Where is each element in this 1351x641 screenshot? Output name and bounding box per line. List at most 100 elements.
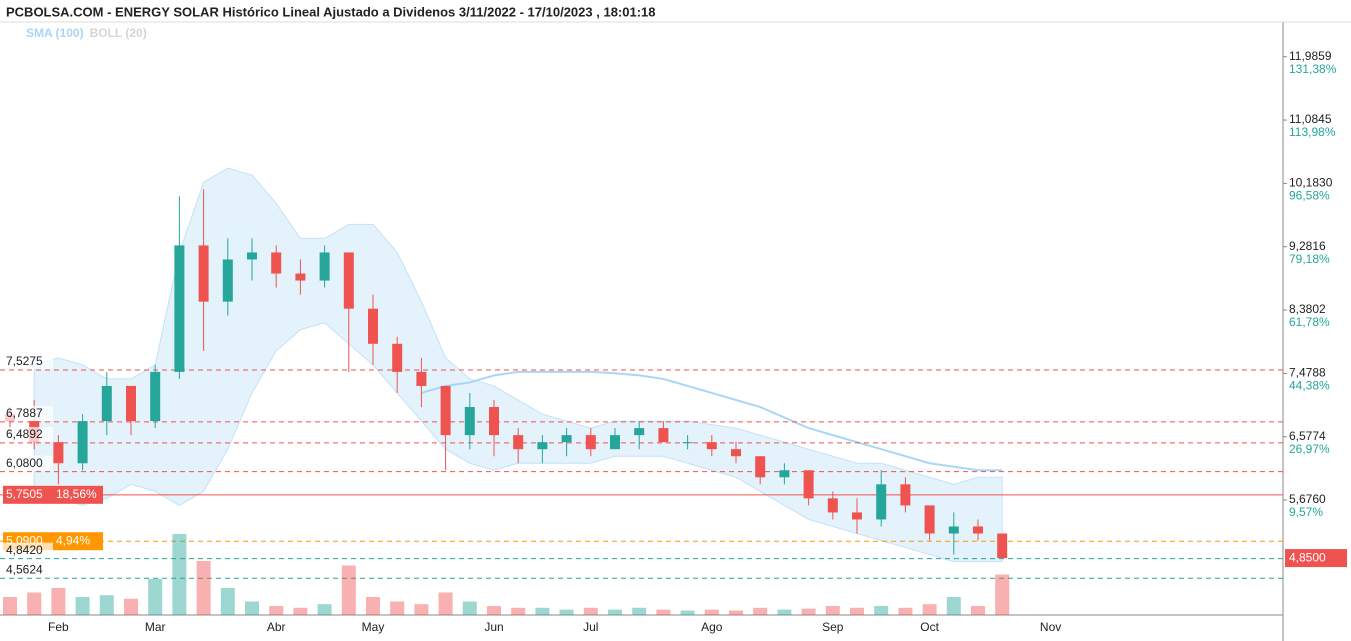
level-badge (3, 485, 103, 504)
candle-body (295, 273, 306, 281)
x-tick-label: Nov (1040, 620, 1061, 634)
volume-bar (511, 607, 526, 615)
y-tick-label: 10,1830 (1289, 176, 1333, 190)
volume-bar (729, 610, 743, 615)
volume-bar (559, 609, 574, 615)
y-tick-label: 8,3802 (1289, 302, 1326, 316)
volume-bar (75, 597, 90, 615)
candle-body (489, 407, 499, 436)
y-tick-percent: 131,38% (1289, 62, 1337, 76)
x-tick-label: Sep (822, 620, 844, 634)
volume-bar (874, 606, 889, 615)
last-price-label: 4,8500 (1289, 550, 1326, 564)
volume-bar (414, 604, 429, 615)
volume-bar (366, 597, 380, 615)
candle-body (900, 484, 911, 506)
volume-bar (390, 601, 405, 615)
level-bg (3, 562, 53, 578)
y-tick-label: 9,2816 (1289, 239, 1326, 253)
volume-bar (269, 606, 284, 615)
last-price-badge (1285, 549, 1347, 568)
level-label: 4,8420 (6, 543, 43, 557)
volume-bar (704, 609, 719, 615)
y-tick-percent: 113,98% (1289, 125, 1336, 139)
volume-bar (51, 588, 66, 615)
x-tick-label: Mar (145, 620, 166, 634)
volume-bar (220, 588, 235, 615)
candle-body (876, 484, 887, 520)
candle-body (682, 442, 693, 444)
candle-body (440, 385, 451, 436)
candle-body (658, 428, 669, 443)
candle-body (416, 371, 427, 386)
candle-body (755, 456, 766, 478)
y-tick-label: 6,5774 (1289, 429, 1326, 443)
candle-body (779, 470, 790, 478)
volume-bar (172, 534, 187, 615)
candle-body (924, 505, 935, 534)
candle-body (513, 435, 524, 450)
volume-bar (753, 607, 768, 615)
candle-body (997, 533, 1008, 559)
candle-body (222, 259, 233, 302)
candle-body (464, 407, 475, 436)
candle-body (948, 526, 959, 534)
level-label: 5,7505 (6, 487, 43, 501)
candle-body (731, 449, 741, 457)
level-percent: 18,56% (56, 487, 97, 501)
volume-bar (608, 609, 622, 615)
volume-bar (777, 609, 792, 615)
level-label: 7,5275 (6, 354, 43, 368)
volume-bar (535, 607, 550, 615)
y-tick-label: 11,9859 (1289, 49, 1332, 63)
volume-bar (245, 601, 259, 615)
volume-bar (341, 565, 356, 615)
y-tick-percent: 9,57% (1289, 505, 1323, 519)
candle-body (174, 245, 185, 372)
y-tick-percent: 61,78% (1289, 315, 1330, 329)
level-bg (3, 426, 53, 442)
volume-bar (946, 597, 961, 615)
level-bg (3, 353, 53, 369)
level-label: 6,0800 (6, 456, 43, 470)
y-tick-label: 7,4788 (1289, 366, 1326, 380)
candle-body (561, 435, 572, 443)
x-tick-label: May (362, 620, 385, 634)
x-tick-label: Abr (267, 620, 286, 634)
candle-body (126, 385, 136, 422)
volume-bar (898, 607, 913, 615)
candle-body (271, 252, 282, 274)
volume-bar (317, 604, 332, 615)
y-tick-percent: 79,18% (1289, 252, 1330, 266)
candle-body (852, 512, 862, 520)
volume-bar (995, 574, 1010, 615)
candle-body (101, 385, 112, 422)
candle-body (150, 371, 161, 422)
level-label: 6,7887 (6, 406, 43, 420)
volume-bar (124, 598, 138, 615)
candle-body (827, 498, 838, 513)
candle-body (319, 252, 330, 281)
candle-body (368, 308, 378, 344)
volume-bar (632, 607, 647, 615)
candle-body (392, 343, 403, 372)
volume-bar (438, 592, 453, 615)
y-tick-label: 11,0845 (1289, 112, 1332, 126)
volume-bar (850, 607, 864, 615)
candle-body (537, 442, 548, 450)
volume-bar (196, 561, 211, 615)
candle-body (973, 526, 983, 534)
volume-bar (971, 606, 985, 615)
candle-body (247, 252, 257, 260)
candle-body (53, 442, 64, 464)
level-percent: 4,94% (56, 533, 90, 547)
legend-entry: SMA (100) (26, 26, 84, 40)
candle-body (198, 245, 209, 302)
x-tick-label: Ago (701, 620, 723, 634)
y-tick-percent: 96,58% (1289, 189, 1330, 203)
level-bg (3, 405, 53, 421)
candle-body (343, 252, 354, 309)
x-tick-label: Oct (920, 620, 939, 634)
candle-body (706, 442, 717, 450)
